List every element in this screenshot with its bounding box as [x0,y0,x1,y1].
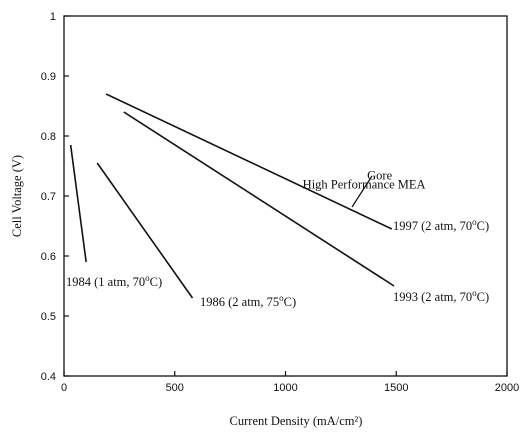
y-tick-label: 0.7 [41,191,56,203]
series-label-2: 1993 (2 atm, 70oC) [393,288,489,304]
x-axis-title: Current Density (mA/cm²) [230,414,363,428]
y-tick-label: 0.4 [41,371,56,383]
series-line-0 [69,144,87,263]
plot-frame [63,15,508,377]
x-tick-label: 1500 [384,382,408,394]
x-tick-label: 1000 [273,382,297,394]
series-line-2 [123,111,395,287]
x-tick-label: 0 [61,382,67,394]
series-label-0: 1984 (1 atm, 70oC) [66,273,162,289]
series-line-3 [105,93,393,230]
series-line-1 [96,162,194,299]
series-label-3: 1997 (2 atm, 70oC) [393,217,489,233]
axis-ticks: 0 500 1000 1500 2000 0.4 0.5 0.6 0.7 0.8 0.9 1 [41,11,520,394]
series-labels: 1984 (1 atm, 70oC) 1986 (2 atm, 75oC) 1993… [66,169,489,310]
y-tick-label: 0.8 [41,131,56,143]
y-tick-label: 0.9 [41,71,56,83]
annotation-0: Gore [367,169,392,183]
x-tick-label: 2000 [495,382,519,394]
y-axis-title: Cell Voltage (V) [10,155,24,237]
series-label-1: 1986 (2 atm, 75oC) [200,293,296,309]
y-tick-label: 0.6 [41,251,56,263]
annotation-1: High Performance MEA [303,178,426,192]
y-tick-label: 1 [50,11,56,23]
y-tick-label: 0.5 [41,311,56,323]
series-group [69,93,395,299]
x-tick-label: 500 [166,382,184,394]
annotation-leader [351,175,373,208]
